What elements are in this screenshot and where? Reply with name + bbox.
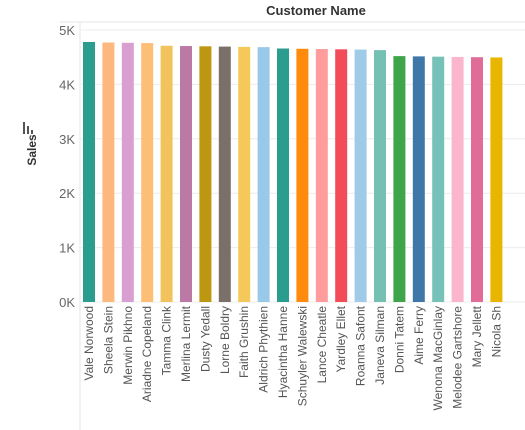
- bar[interactable]: [199, 46, 212, 302]
- x-category-label[interactable]: Melodee Gartshore: [451, 306, 465, 409]
- sort-descending-icon[interactable]: [23, 122, 33, 134]
- bar[interactable]: [238, 46, 251, 302]
- y-tick-label: 4K: [59, 77, 75, 92]
- y-tick-label: 5K: [59, 23, 75, 38]
- bar[interactable]: [296, 48, 309, 302]
- bar[interactable]: [315, 49, 328, 302]
- x-category-label[interactable]: Hyacintha Hanne: [276, 306, 290, 398]
- x-category-label[interactable]: Ariadne Copeland: [140, 306, 154, 402]
- x-category-label[interactable]: Dusty Yedall: [198, 306, 212, 372]
- x-category-label[interactable]: Janeva Silman: [373, 306, 387, 385]
- bar[interactable]: [451, 56, 464, 302]
- y-tick-label: 1K: [59, 241, 75, 256]
- bar[interactable]: [432, 56, 445, 302]
- x-category-label[interactable]: Tamma Clink: [160, 305, 174, 375]
- chart-title: Customer Name: [266, 3, 366, 18]
- bar[interactable]: [83, 41, 95, 303]
- bar[interactable]: [335, 49, 348, 303]
- bar[interactable]: [160, 45, 173, 302]
- bar[interactable]: [277, 48, 289, 302]
- x-category-label[interactable]: Mary Jellett: [470, 305, 484, 367]
- x-category-label[interactable]: Nicola Sh: [489, 306, 503, 357]
- x-category-label[interactable]: Lorne Boldry: [218, 306, 232, 374]
- x-category-label[interactable]: Yardley Ellet: [334, 305, 348, 372]
- x-category-label[interactable]: Vale Norwood: [82, 306, 96, 380]
- bar[interactable]: [121, 42, 134, 303]
- x-category-label[interactable]: Aime Ferry: [412, 306, 426, 365]
- bar[interactable]: [218, 46, 231, 303]
- x-category-label[interactable]: Lance Cheatle: [315, 306, 329, 384]
- y-axis-title[interactable]: Sales: [25, 134, 39, 166]
- bar[interactable]: [412, 56, 425, 302]
- bar[interactable]: [257, 47, 270, 302]
- bar[interactable]: [354, 49, 367, 302]
- bar[interactable]: [393, 56, 406, 302]
- y-tick-label: 0K: [59, 295, 75, 310]
- svg-text:Sales: Sales: [25, 134, 39, 166]
- bar[interactable]: [471, 57, 483, 303]
- x-category-label[interactable]: Faith Grushin: [237, 306, 251, 378]
- y-tick-label: 2K: [59, 186, 75, 201]
- bars: [83, 41, 503, 303]
- x-category-label[interactable]: Sheela Stein: [101, 306, 115, 374]
- x-category-label[interactable]: Wenona MacGinlay: [431, 306, 445, 411]
- bar[interactable]: [141, 43, 154, 302]
- bar[interactable]: [490, 57, 503, 302]
- x-category-label[interactable]: Donni Tatem: [392, 306, 406, 373]
- y-tick-label: 3K: [59, 132, 75, 147]
- bar[interactable]: [374, 50, 386, 303]
- x-category-label[interactable]: Schuyler Walewski: [295, 306, 309, 406]
- x-category-label[interactable]: Merlina Lermit: [179, 305, 193, 382]
- x-category-label[interactable]: Roanna Safont: [354, 305, 368, 386]
- bar[interactable]: [102, 42, 115, 303]
- x-category-label[interactable]: Aldrich Phythien: [257, 306, 271, 393]
- x-category-label[interactable]: Merwin Pikhno: [121, 306, 135, 385]
- y-axis-ticks: 0K 1K 2K 3K 4K 5K: [59, 23, 75, 310]
- x-axis-labels: Vale Norwood Sheela Stein Merwin Pikhno Ari…: [82, 305, 503, 410]
- bar[interactable]: [180, 46, 192, 302]
